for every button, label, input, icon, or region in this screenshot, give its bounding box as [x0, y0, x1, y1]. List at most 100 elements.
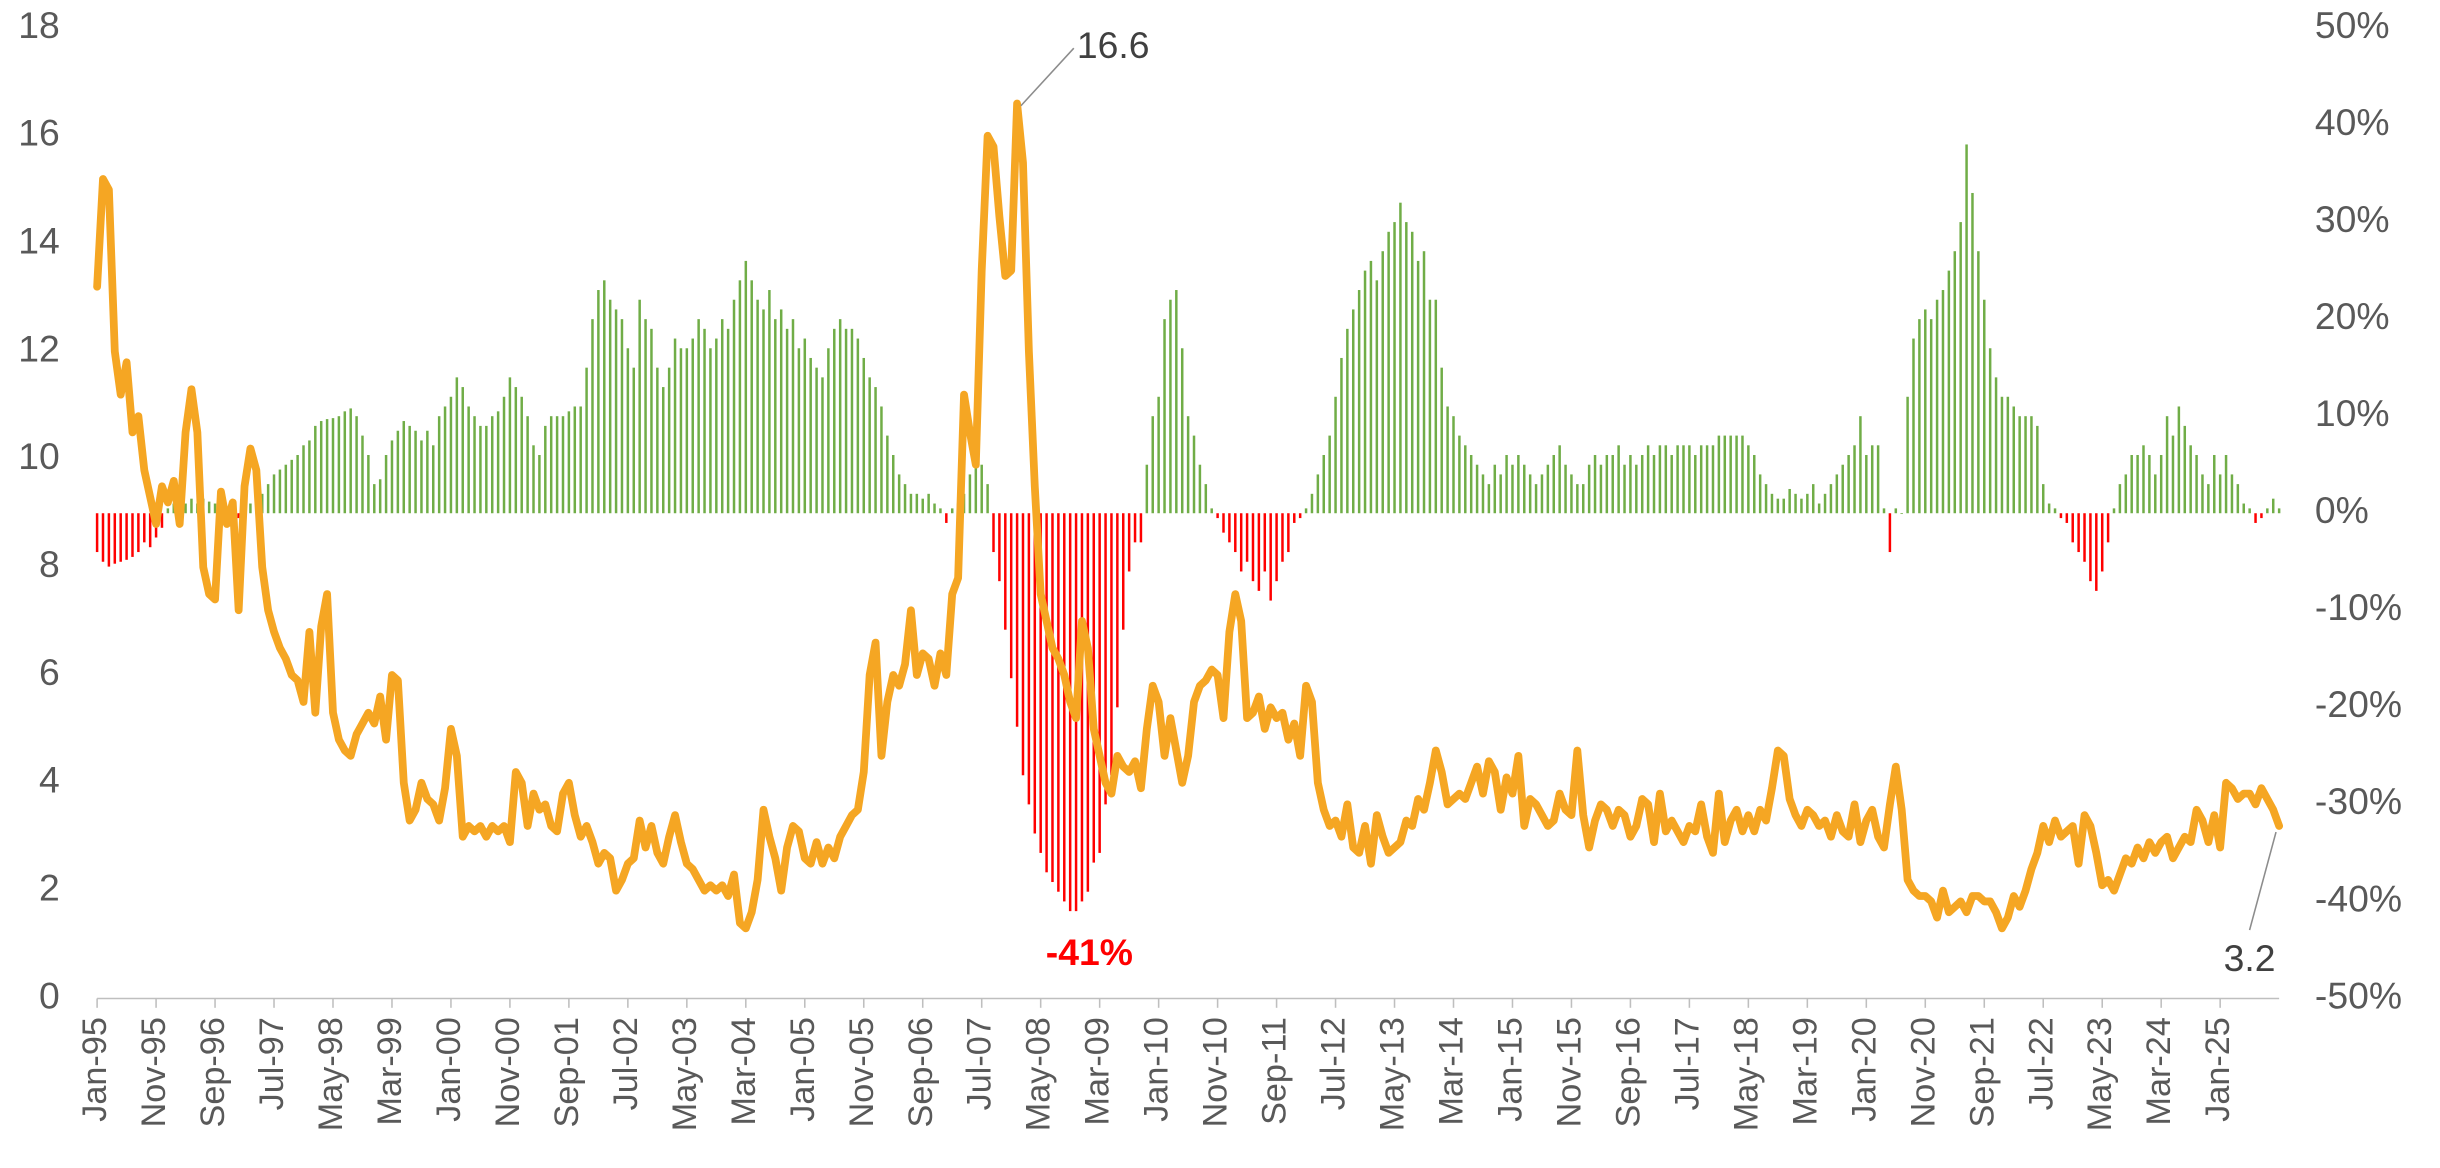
bar [2142, 445, 2145, 514]
bar [1694, 455, 1697, 514]
bar [520, 396, 523, 514]
bar [2100, 513, 2104, 572]
bar [1994, 377, 1998, 514]
bar [2207, 484, 2210, 514]
bar [1157, 396, 1160, 514]
bar [2077, 513, 2080, 553]
bar [1304, 508, 1308, 514]
bar [1528, 474, 1532, 514]
x-tick-label: Jul-07 [961, 1017, 999, 1110]
bar [2271, 498, 2275, 514]
bar [1257, 513, 1261, 591]
bar [378, 479, 382, 514]
x-tick-label: Nov-95 [135, 1017, 173, 1127]
bar [1057, 513, 1060, 892]
bar [349, 408, 352, 514]
bar [1534, 484, 1538, 514]
y2-tick-label: -30% [2315, 780, 2402, 822]
x-tick-label: Jan-15 [1492, 1017, 1530, 1122]
bar [921, 498, 924, 514]
bar [945, 513, 948, 523]
bar [2065, 513, 2069, 523]
bar [1552, 455, 1555, 514]
bar [1546, 464, 1550, 514]
bar [2230, 474, 2234, 514]
bar [1446, 406, 1449, 514]
bar [1487, 484, 1491, 514]
bar [1375, 280, 1379, 514]
bar [2183, 425, 2187, 514]
bar [2024, 416, 2027, 514]
bar [2218, 474, 2222, 514]
y-tick-label: 8 [39, 543, 60, 585]
bar [667, 367, 671, 514]
bar [190, 498, 193, 514]
bar [331, 418, 335, 514]
bar [561, 416, 565, 514]
bar [1511, 464, 1514, 514]
y-tick-label: 0 [39, 974, 60, 1016]
bar [1870, 445, 1874, 514]
bar [1357, 290, 1361, 514]
bar [449, 396, 453, 514]
bar [1080, 513, 1084, 902]
bar [284, 464, 288, 514]
bar [496, 411, 500, 514]
y-tick-label: 2 [39, 867, 60, 909]
bar [1004, 513, 1007, 630]
bar [2006, 396, 2010, 514]
bar [1458, 435, 1461, 514]
bar [880, 406, 883, 514]
bar [302, 445, 305, 514]
bar [1941, 290, 1945, 514]
bar [998, 513, 1001, 582]
bar [1298, 513, 1302, 519]
line [93, 99, 2284, 933]
y-tick-label: 12 [18, 327, 60, 369]
bar [909, 493, 913, 514]
bar [2036, 425, 2039, 514]
bar [443, 406, 447, 514]
bar [1847, 455, 1850, 514]
bar [1481, 474, 1485, 514]
bar [125, 513, 128, 560]
bar [337, 416, 341, 514]
bar [1281, 513, 1284, 562]
bar [1263, 513, 1267, 572]
bar [1859, 416, 1862, 514]
bar [2248, 508, 2251, 514]
bar [738, 280, 742, 514]
bar [2201, 474, 2204, 514]
bar [1127, 513, 1131, 572]
bar [897, 474, 901, 514]
bar [1475, 464, 1479, 514]
bar [838, 319, 842, 514]
bar [850, 328, 854, 514]
y2-tick-label: 10% [2315, 392, 2390, 434]
x-tick-label: Mar-14 [1433, 1017, 1471, 1125]
bar [1788, 488, 1791, 514]
bar [408, 425, 411, 514]
bar [1564, 464, 1567, 514]
bar [2030, 416, 2033, 514]
bar [290, 459, 293, 514]
bar [1782, 498, 1785, 514]
x-tick-label: Mar-04 [725, 1017, 763, 1125]
bar [685, 348, 689, 514]
bar [1434, 299, 1438, 514]
bar [1340, 357, 1343, 514]
bar [585, 367, 588, 514]
bar [278, 469, 282, 514]
bar [1440, 367, 1443, 514]
bar [968, 474, 972, 514]
bar [1387, 231, 1390, 514]
bar [532, 445, 535, 514]
bar [1399, 202, 1402, 514]
bar [1063, 513, 1066, 902]
bar [1416, 260, 1420, 514]
bar [555, 416, 559, 514]
bar [2083, 513, 2086, 562]
x-tick-label: Sep-06 [902, 1017, 940, 1127]
bar [1145, 464, 1149, 514]
